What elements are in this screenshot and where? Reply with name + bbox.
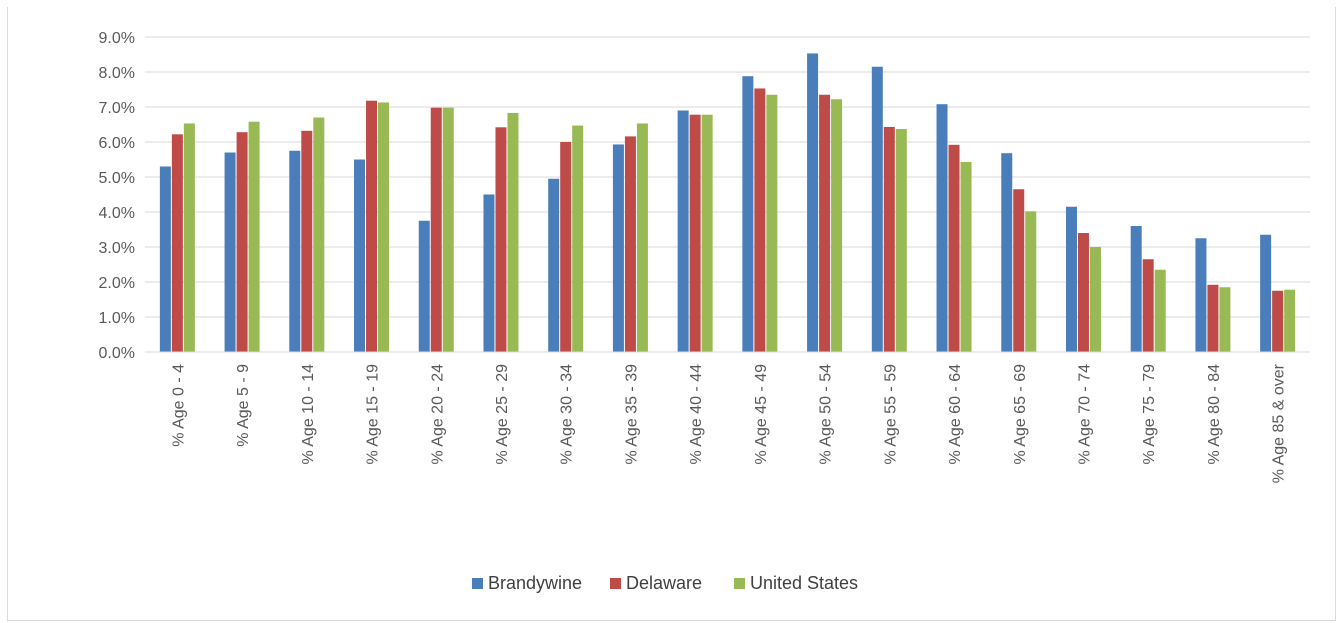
bar-brandywine: [159, 166, 171, 352]
bar-delaware: [883, 126, 895, 352]
y-tick-label: 9.0%: [99, 30, 135, 47]
x-tick-label: % Age 10 - 14: [300, 364, 317, 465]
bar-delaware: [1272, 290, 1284, 352]
bar-united-states: [507, 112, 519, 352]
gridlines: [145, 36, 1310, 318]
legend-label: Delaware: [626, 573, 702, 593]
legend-swatch: [610, 578, 621, 589]
bar-united-states: [378, 102, 390, 352]
y-tick-label: 1.0%: [99, 310, 135, 327]
bar-delaware: [1077, 233, 1089, 352]
legend-label: Brandywine: [488, 573, 582, 593]
bars: [159, 53, 1296, 352]
legend-label: United States: [750, 573, 858, 593]
bar-brandywine: [1130, 226, 1142, 352]
x-tick-label: % Age 30 - 34: [559, 364, 576, 465]
bar-united-states: [960, 161, 972, 352]
bar-united-states: [636, 123, 648, 352]
x-tick-label: % Age 35 - 39: [623, 364, 640, 465]
bar-united-states: [1089, 247, 1101, 352]
bar-united-states: [831, 99, 843, 352]
bar-brandywine: [1001, 153, 1013, 352]
x-tick-label: % Age 25 - 29: [494, 364, 511, 465]
bar-united-states: [442, 107, 454, 352]
x-tick-label: % Age 60 - 64: [947, 364, 964, 465]
y-tick-label: 4.0%: [99, 205, 135, 222]
bar-brandywine: [1195, 238, 1207, 352]
legend-swatch: [734, 578, 745, 589]
bar-united-states: [183, 123, 195, 352]
bar-brandywine: [354, 159, 366, 352]
bar-brandywine: [224, 152, 236, 352]
x-tick-label: % Age 70 - 74: [1076, 364, 1093, 465]
bar-brandywine: [483, 194, 495, 352]
x-tick-label: % Age 65 - 69: [1012, 364, 1029, 465]
bar-united-states: [1284, 289, 1296, 352]
y-tick-label: 2.0%: [99, 275, 135, 292]
x-tick-label: % Age 15 - 19: [365, 364, 382, 465]
y-tick-label: 6.0%: [99, 135, 135, 152]
bar-united-states: [1154, 269, 1166, 352]
bar-brandywine: [807, 53, 819, 352]
bar-united-states: [766, 94, 778, 352]
y-tick-label: 8.0%: [99, 65, 135, 82]
x-axis-ticks: % Age 0 - 4 % Age 5 - 9 % Age 10 - 14 % Age…: [170, 363, 1287, 483]
legend-swatch: [472, 578, 483, 589]
bar-delaware: [689, 114, 701, 352]
bar-brandywine: [1260, 234, 1272, 352]
x-tick-label: % Age 0 - 4: [170, 364, 187, 447]
bar-delaware: [236, 132, 248, 352]
y-axis-ticks: 0.0% 1.0% 2.0% 3.0% 4.0% 5.0% 6.0% 7.0% 8.0% 9.0%: [99, 30, 135, 362]
bar-delaware: [560, 142, 572, 352]
x-tick-label: % Age 55 - 59: [882, 364, 899, 465]
bar-delaware: [1207, 284, 1219, 352]
bar-brandywine: [548, 178, 560, 352]
legend: Brandywine Delaware United States: [472, 573, 858, 593]
x-tick-label: % Age 45 - 49: [753, 364, 770, 465]
bar-delaware: [171, 134, 183, 352]
bar-brandywine: [677, 110, 689, 352]
bar-delaware: [366, 100, 378, 352]
x-tick-label: % Age 85 & over: [1271, 363, 1288, 483]
bar-brandywine: [1065, 206, 1077, 352]
bar-delaware: [819, 94, 831, 352]
bar-delaware: [624, 136, 636, 352]
x-tick-label: % Age 20 - 24: [429, 364, 446, 465]
x-tick-label: % Age 80 - 84: [1206, 364, 1223, 465]
bar-brandywine: [871, 66, 883, 352]
x-tick-label: % Age 5 - 9: [235, 364, 252, 447]
bar-delaware: [430, 107, 442, 352]
x-tick-label: % Age 50 - 54: [818, 364, 835, 465]
y-tick-label: 3.0%: [99, 240, 135, 257]
bar-united-states: [248, 121, 260, 352]
bar-united-states: [1025, 211, 1037, 352]
bar-brandywine: [612, 144, 624, 352]
bar-delaware: [754, 88, 766, 352]
bar-delaware: [948, 144, 960, 352]
bar-delaware: [1142, 259, 1154, 352]
bar-united-states: [701, 114, 713, 352]
bar-brandywine: [742, 76, 754, 352]
y-tick-label: 0.0%: [99, 345, 135, 362]
y-tick-label: 7.0%: [99, 100, 135, 117]
bar-delaware: [495, 127, 507, 352]
bar-brandywine: [289, 150, 301, 352]
bar-brandywine: [936, 104, 948, 352]
x-tick-label: % Age 75 - 79: [1141, 364, 1158, 465]
bar-united-states: [572, 125, 584, 352]
y-tick-label: 5.0%: [99, 170, 135, 187]
bar-united-states: [895, 129, 907, 352]
bar-united-states: [313, 117, 325, 352]
bar-united-states: [1219, 287, 1231, 352]
bar-brandywine: [418, 220, 430, 352]
bar-delaware: [301, 130, 313, 352]
x-tick-label: % Age 40 - 44: [688, 364, 705, 465]
bar-delaware: [1013, 189, 1025, 352]
chart-frame: [7, 7, 1336, 621]
